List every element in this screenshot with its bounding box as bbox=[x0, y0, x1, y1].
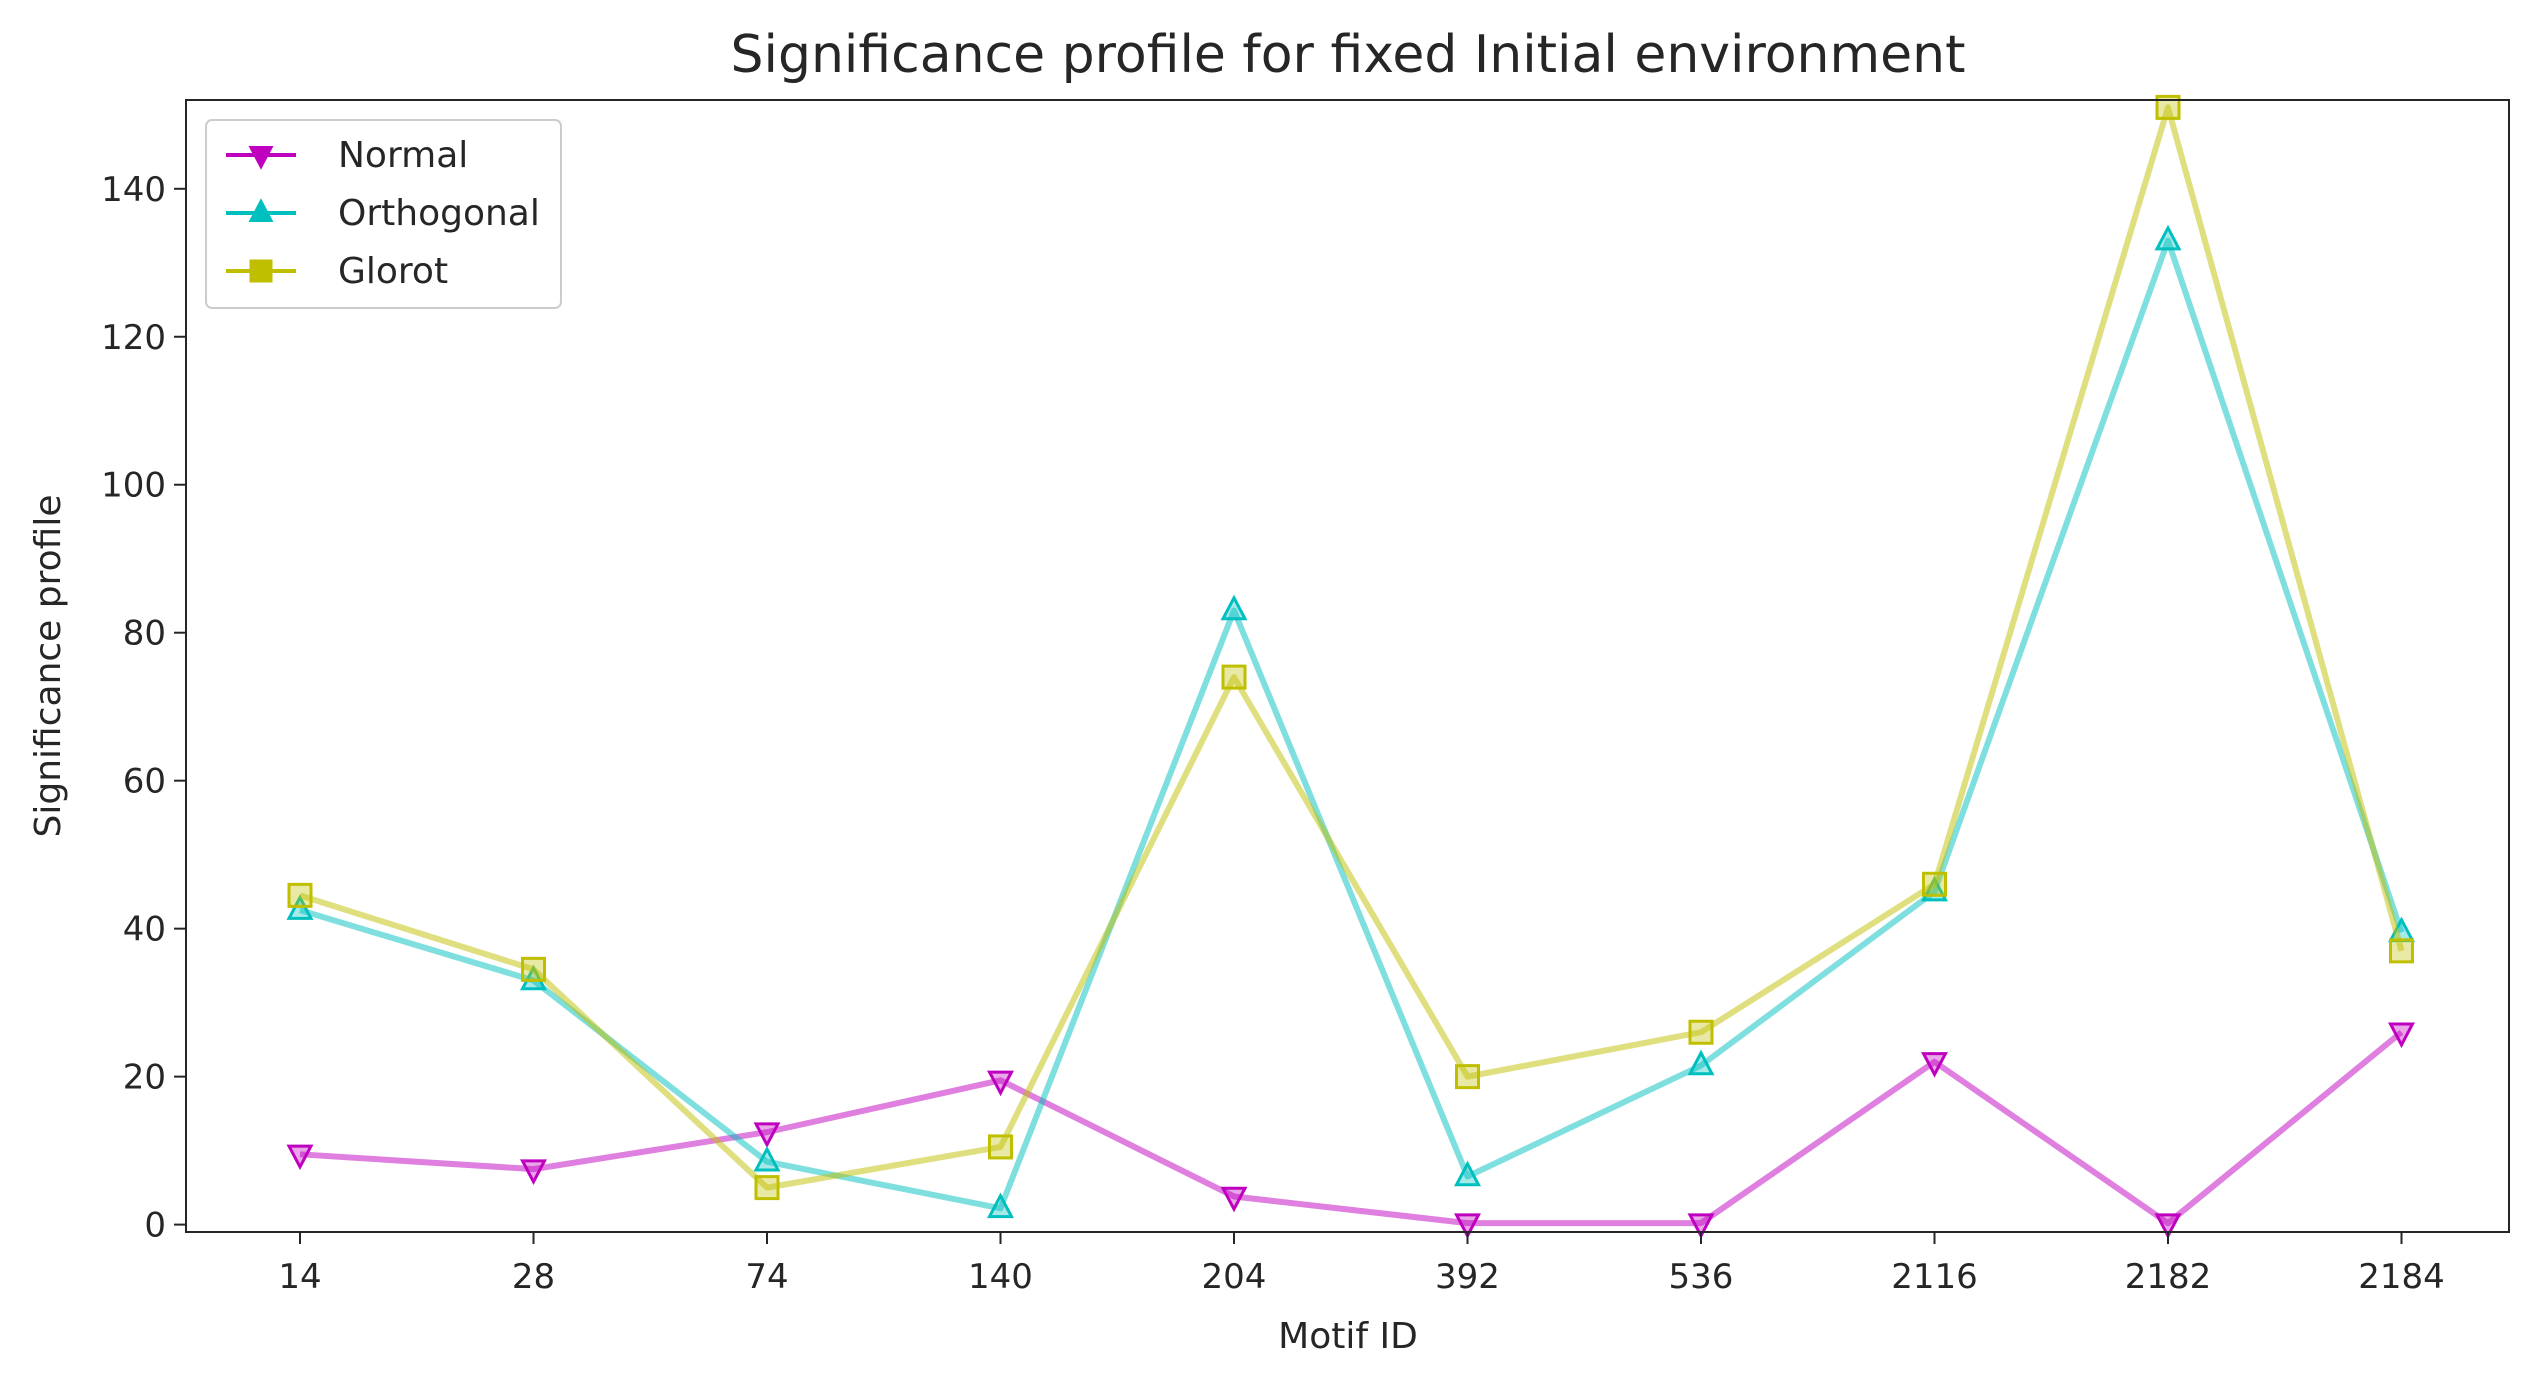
y-tick-label: 120 bbox=[101, 318, 166, 358]
data-point bbox=[1688, 1019, 1714, 1045]
data-point bbox=[286, 1144, 314, 1171]
series-line bbox=[299, 1029, 2404, 1227]
series-orthogonal bbox=[286, 224, 2415, 1219]
x-tick-label: 28 bbox=[512, 1257, 555, 1297]
data-point bbox=[1454, 1160, 1481, 1187]
y-tick-label: 0 bbox=[144, 1206, 166, 1246]
x-tick-label: 536 bbox=[1669, 1257, 1734, 1297]
data-point bbox=[520, 1159, 547, 1185]
data-point bbox=[1687, 1049, 1715, 1076]
y-tick-label: 40 bbox=[123, 910, 166, 950]
y-axis: 0 20 40 60 80 100 120 140 bbox=[101, 170, 186, 1246]
data-point bbox=[754, 1175, 780, 1201]
data-point bbox=[287, 882, 313, 908]
y-tick-label: 20 bbox=[123, 1058, 166, 1098]
y-axis-label: Significance profile bbox=[28, 495, 69, 838]
legend: Normal Orthogonal Glorot bbox=[205, 119, 562, 309]
data-point bbox=[2154, 1213, 2182, 1239]
legend-box bbox=[205, 119, 562, 309]
legend-marker bbox=[249, 259, 273, 283]
legend-label: Normal bbox=[338, 135, 468, 176]
data-point bbox=[753, 1145, 781, 1172]
data-point bbox=[1687, 1213, 1715, 1239]
y-tick-label: 60 bbox=[123, 762, 166, 802]
x-tick-label: 204 bbox=[1202, 1257, 1267, 1297]
legend-marker bbox=[248, 198, 274, 222]
x-tick-label: 2184 bbox=[2358, 1257, 2445, 1297]
data-point bbox=[1921, 1052, 1948, 1078]
chart-title: Significance profile for fixed Initial e… bbox=[731, 25, 1966, 85]
x-tick-label: 392 bbox=[1435, 1257, 1500, 1297]
series-line bbox=[299, 104, 2405, 1191]
data-point bbox=[521, 956, 546, 982]
x-tick-label: 2116 bbox=[1891, 1257, 1978, 1297]
data-point bbox=[2154, 224, 2182, 251]
y-tick-label: 80 bbox=[123, 614, 166, 654]
data-point bbox=[987, 1070, 1014, 1097]
legend-label: Glorot bbox=[338, 251, 448, 292]
data-point bbox=[753, 1122, 781, 1148]
x-tick-label: 74 bbox=[745, 1257, 788, 1297]
plot-frame bbox=[185, 99, 2510, 1233]
data-point bbox=[1220, 1186, 1248, 1213]
x-tick-label: 2182 bbox=[2125, 1257, 2212, 1297]
x-tick-label: 14 bbox=[278, 1257, 321, 1297]
data-point bbox=[2389, 938, 2414, 964]
data-point bbox=[1220, 594, 1248, 621]
x-tick-label: 140 bbox=[968, 1257, 1033, 1297]
plot-area bbox=[286, 94, 2415, 1239]
data-point bbox=[1221, 664, 1247, 690]
data-point bbox=[2155, 94, 2181, 120]
data-point bbox=[1454, 1213, 1481, 1239]
y-tick-label: 100 bbox=[101, 466, 166, 506]
data-point bbox=[988, 1134, 1013, 1160]
series-glorot bbox=[287, 94, 2414, 1201]
data-point bbox=[1922, 871, 1947, 897]
legend-label: Orthogonal bbox=[338, 193, 540, 234]
data-point bbox=[987, 1192, 1014, 1219]
x-axis: 14 28 74 140 204 392 536 2116 2182 2184 bbox=[278, 1232, 2445, 1297]
x-axis-label: Motif ID bbox=[1278, 1316, 1418, 1357]
series-normal bbox=[286, 1022, 2415, 1239]
y-tick-label: 140 bbox=[101, 170, 166, 210]
series-line bbox=[299, 237, 2405, 1212]
legend-marker bbox=[248, 146, 274, 170]
data-point bbox=[286, 894, 314, 920]
data-point bbox=[1455, 1064, 1480, 1090]
data-point bbox=[2388, 1022, 2415, 1049]
